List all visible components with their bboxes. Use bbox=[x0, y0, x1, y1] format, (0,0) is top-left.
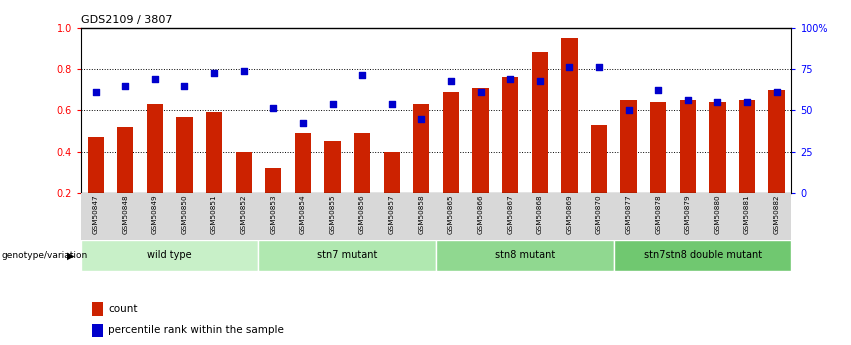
Point bbox=[356, 72, 369, 78]
Bar bbox=[259, 240, 436, 271]
Bar bbox=[768, 90, 785, 193]
Bar bbox=[117, 127, 134, 193]
Text: GSM50868: GSM50868 bbox=[537, 194, 543, 234]
Text: GSM50879: GSM50879 bbox=[685, 194, 691, 234]
Bar bbox=[324, 141, 340, 193]
Bar bbox=[384, 152, 400, 193]
Bar bbox=[680, 100, 696, 193]
Text: GSM50849: GSM50849 bbox=[151, 194, 158, 234]
Text: GSM50870: GSM50870 bbox=[596, 194, 602, 234]
Text: ▶: ▶ bbox=[67, 251, 75, 261]
Point bbox=[266, 106, 280, 111]
Point bbox=[208, 70, 221, 76]
Bar bbox=[561, 38, 578, 193]
Text: GSM50865: GSM50865 bbox=[448, 194, 454, 234]
Point bbox=[118, 83, 132, 88]
Bar bbox=[739, 100, 755, 193]
Point bbox=[770, 89, 784, 95]
Bar bbox=[502, 77, 518, 193]
Point bbox=[178, 83, 191, 88]
Point bbox=[681, 97, 694, 103]
Text: GSM50867: GSM50867 bbox=[507, 194, 513, 234]
Text: GSM50866: GSM50866 bbox=[477, 194, 483, 234]
Point bbox=[740, 99, 754, 105]
Bar bbox=[620, 100, 637, 193]
Point bbox=[385, 101, 398, 107]
Bar bbox=[443, 92, 459, 193]
Text: stn8 mutant: stn8 mutant bbox=[494, 250, 555, 260]
Text: GSM50858: GSM50858 bbox=[419, 194, 425, 234]
Point bbox=[563, 64, 576, 70]
Point bbox=[503, 77, 517, 82]
Point bbox=[237, 68, 250, 74]
Bar bbox=[591, 125, 607, 193]
Bar bbox=[650, 102, 666, 193]
Text: percentile rank within the sample: percentile rank within the sample bbox=[108, 325, 284, 335]
Text: GSM50851: GSM50851 bbox=[211, 194, 217, 234]
Bar bbox=[81, 240, 259, 271]
Bar bbox=[92, 302, 103, 316]
Text: GSM50853: GSM50853 bbox=[271, 194, 277, 234]
Text: GSM50877: GSM50877 bbox=[625, 194, 631, 234]
Point bbox=[592, 64, 606, 70]
Bar bbox=[176, 117, 192, 193]
Bar bbox=[206, 112, 222, 193]
Point bbox=[622, 108, 636, 113]
Text: GSM50881: GSM50881 bbox=[744, 194, 750, 234]
Text: GSM50848: GSM50848 bbox=[123, 194, 129, 234]
Point bbox=[651, 87, 665, 92]
Text: GSM50882: GSM50882 bbox=[774, 194, 780, 234]
Text: wild type: wild type bbox=[147, 250, 192, 260]
Bar bbox=[88, 137, 104, 193]
Point bbox=[326, 101, 340, 107]
Text: stn7 mutant: stn7 mutant bbox=[317, 250, 378, 260]
Text: GSM50878: GSM50878 bbox=[655, 194, 661, 234]
Text: genotype/variation: genotype/variation bbox=[2, 252, 88, 260]
Text: GSM50880: GSM50880 bbox=[714, 194, 721, 234]
Bar bbox=[414, 104, 430, 193]
Text: GDS2109 / 3807: GDS2109 / 3807 bbox=[81, 16, 173, 26]
Text: count: count bbox=[108, 304, 138, 314]
Text: GSM50850: GSM50850 bbox=[181, 194, 187, 234]
Text: GSM50855: GSM50855 bbox=[329, 194, 335, 234]
Point bbox=[414, 116, 428, 121]
Bar bbox=[436, 240, 614, 271]
Text: GSM50857: GSM50857 bbox=[389, 194, 395, 234]
Bar bbox=[146, 104, 163, 193]
Text: stn7stn8 double mutant: stn7stn8 double mutant bbox=[643, 250, 762, 260]
Bar bbox=[472, 88, 488, 193]
Bar bbox=[614, 240, 791, 271]
Bar bbox=[354, 133, 370, 193]
Bar bbox=[294, 133, 311, 193]
Bar bbox=[92, 324, 103, 337]
Text: GSM50854: GSM50854 bbox=[300, 194, 306, 234]
Point bbox=[148, 77, 162, 82]
Text: GSM50852: GSM50852 bbox=[241, 194, 247, 234]
Point bbox=[711, 99, 724, 105]
Bar bbox=[236, 152, 252, 193]
Point bbox=[474, 89, 488, 95]
Text: GSM50856: GSM50856 bbox=[359, 194, 365, 234]
Point bbox=[444, 79, 458, 84]
Point bbox=[533, 79, 546, 84]
Text: GSM50869: GSM50869 bbox=[567, 194, 573, 234]
Bar bbox=[266, 168, 282, 193]
Point bbox=[296, 120, 310, 126]
Bar bbox=[709, 102, 726, 193]
Point bbox=[89, 89, 102, 95]
Bar bbox=[532, 52, 548, 193]
Text: GSM50847: GSM50847 bbox=[93, 194, 99, 234]
